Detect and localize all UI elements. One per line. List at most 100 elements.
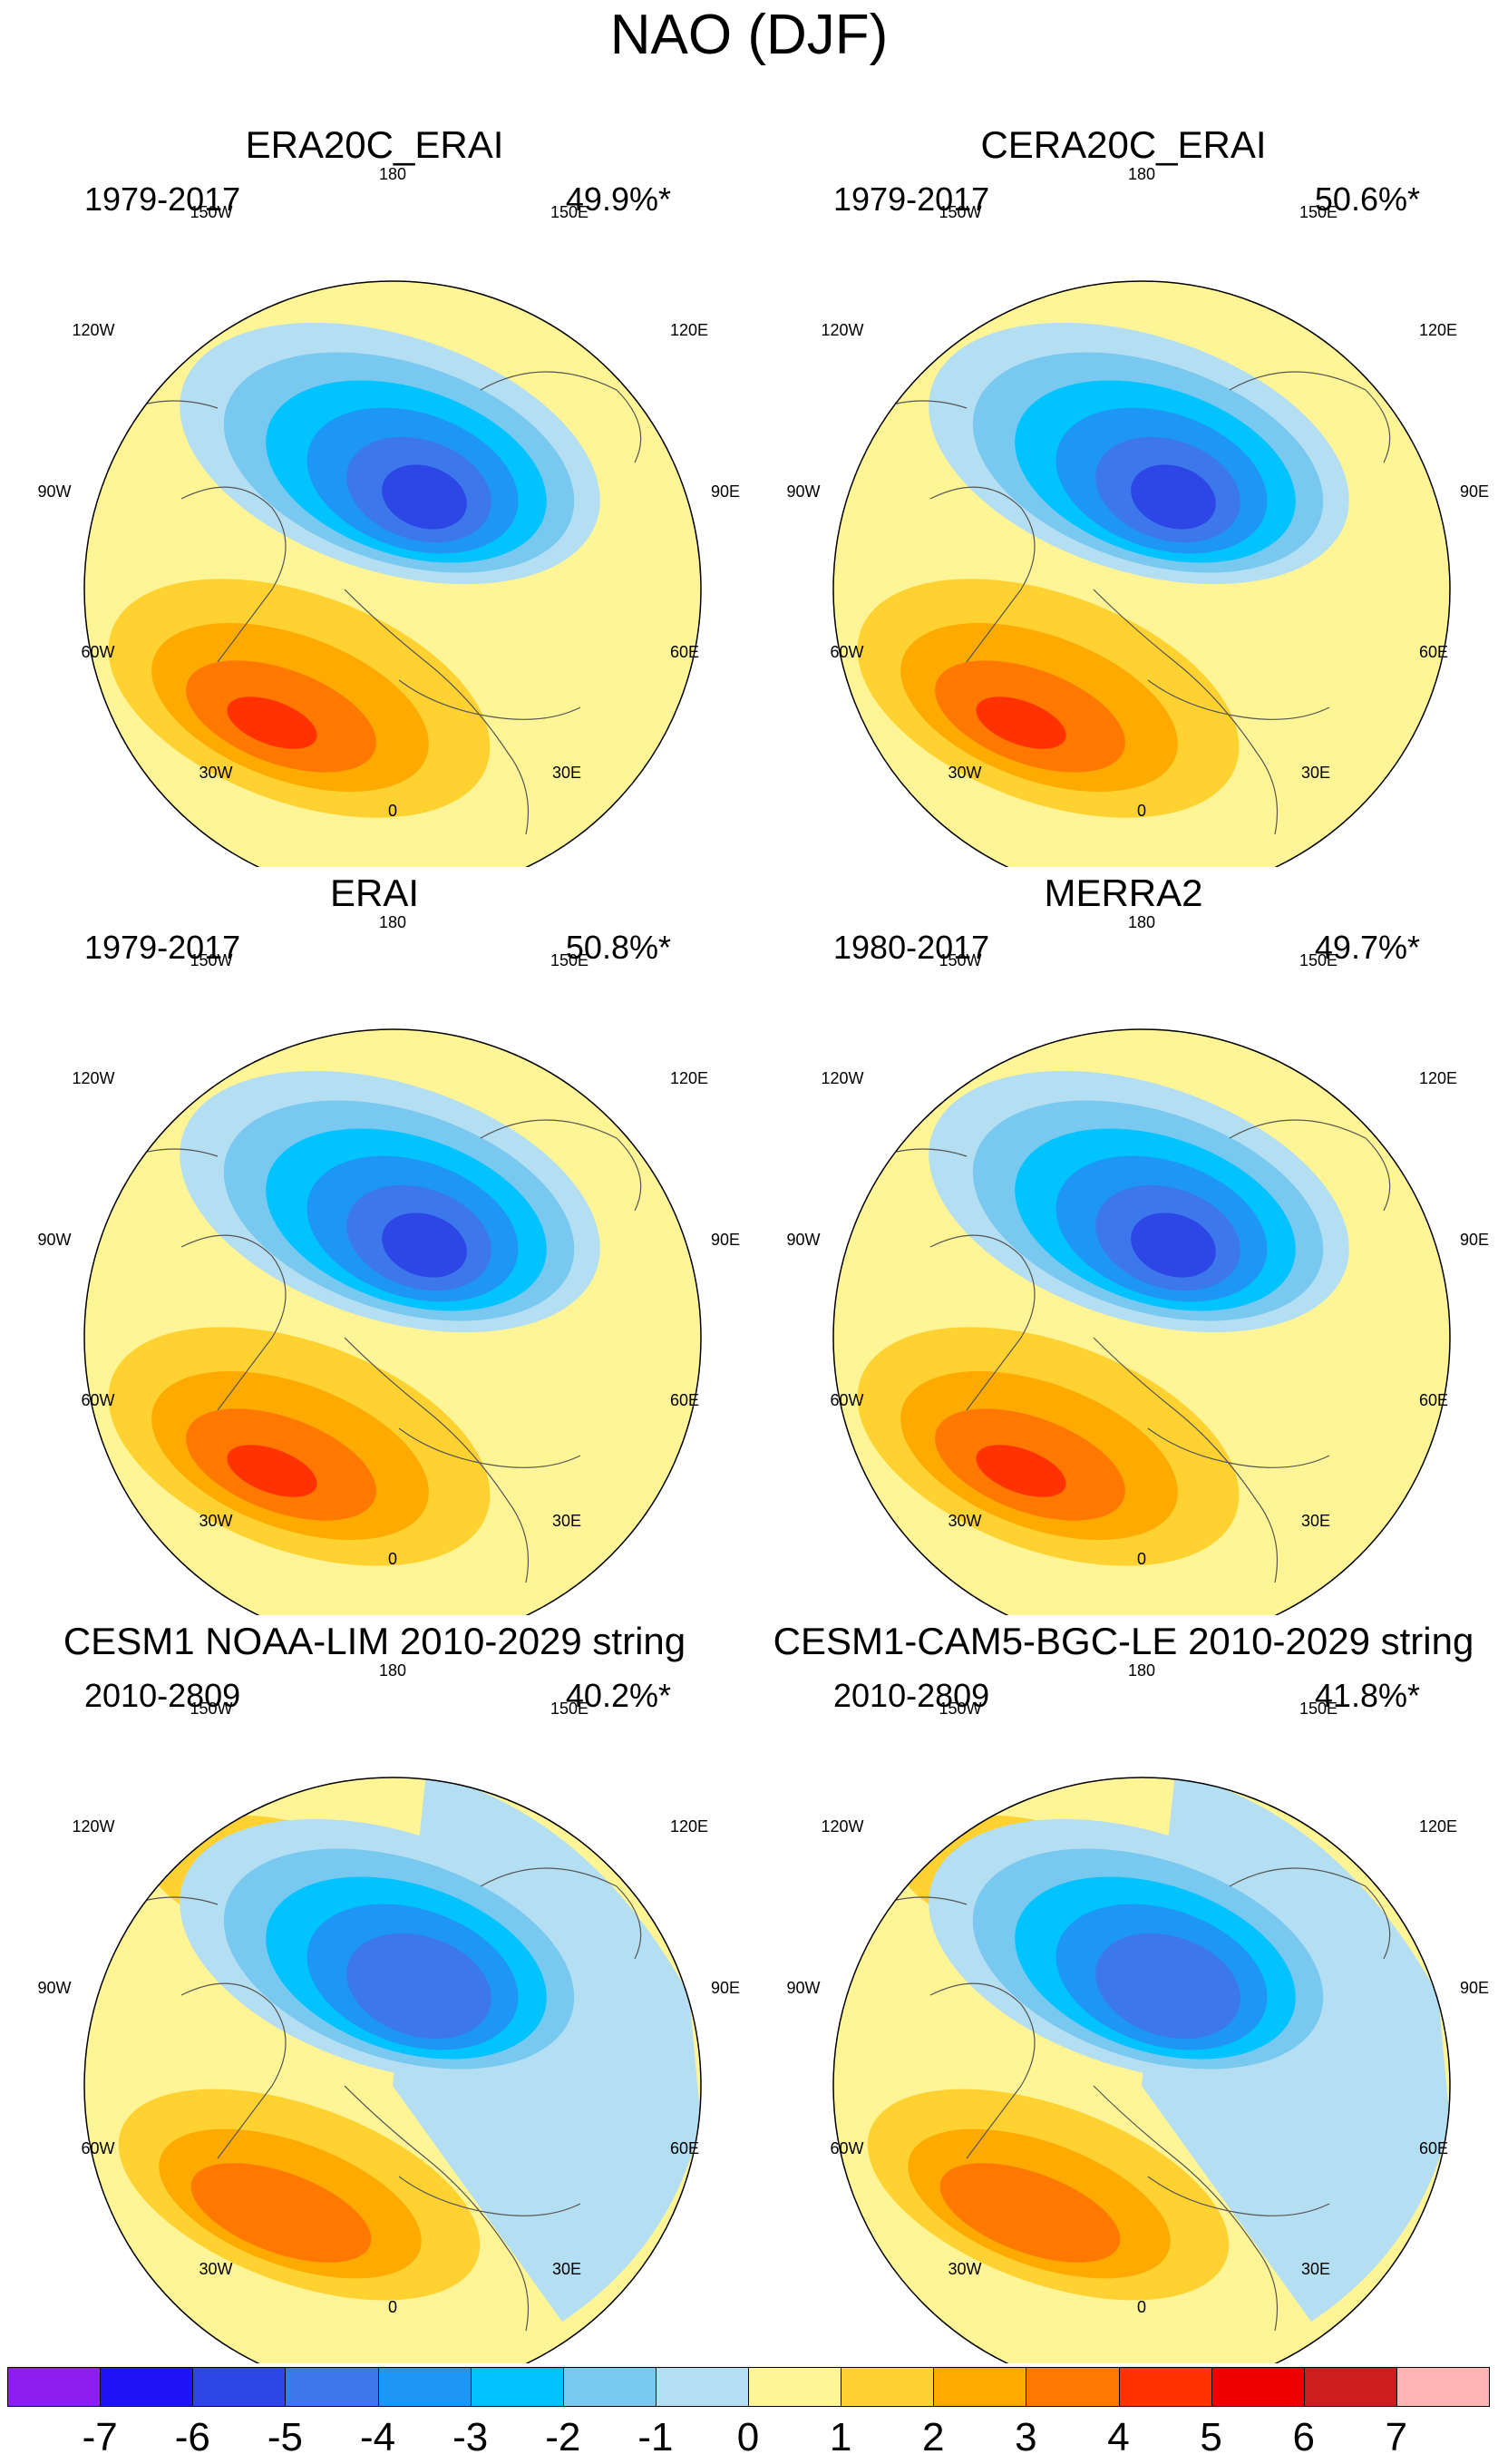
- longitude-label: 180: [379, 1661, 406, 1680]
- coastline: [398, 679, 581, 720]
- longitude-label: 90W: [37, 482, 71, 501]
- colorbar-tick-label: -5: [267, 2415, 303, 2459]
- colorbar-swatch: [655, 2367, 749, 2407]
- panel-years: 2010-2809: [833, 1677, 990, 1714]
- coastline: [180, 1982, 287, 2159]
- panel-explained-variance: 50.6%*: [1314, 180, 1420, 218]
- longitude-label: 150W: [190, 951, 232, 969]
- colorbar-tick-label: -3: [452, 2415, 489, 2459]
- longitude-label: 30E: [1301, 1512, 1330, 1530]
- positive-anomaly-contour: [939, 2163, 1121, 2263]
- longitude-label: 150E: [1299, 203, 1338, 221]
- longitude-label: 150W: [939, 203, 981, 221]
- colorbar-tick-label: -6: [174, 2415, 210, 2459]
- colorbar-swatch: [7, 2367, 102, 2407]
- positive-anomaly-contour: [227, 1445, 317, 1497]
- coastline: [344, 2085, 530, 2332]
- longitude-label: 150W: [939, 1699, 981, 1718]
- panel-explained-variance: 40.2%*: [565, 1677, 671, 1714]
- colorbar-tick-label: -7: [82, 2415, 118, 2459]
- map-panel: 180 150E 120E 90E 60E 30E 0 30W 60W 90W 120W 150W CE…: [749, 118, 1498, 867]
- longitude-label: 120E: [670, 1817, 708, 1836]
- longitude-label: 90W: [786, 1231, 820, 1249]
- colorbar-swatch: [933, 2367, 1027, 2407]
- coastline: [1229, 1119, 1391, 1212]
- longitude-label: 90W: [37, 1231, 71, 1249]
- longitude-label: 90W: [37, 1979, 71, 1997]
- coastline: [929, 1982, 1036, 2159]
- colorbar-tick-label: 7: [1385, 2415, 1408, 2459]
- negative-anomaly-contour: [382, 1213, 467, 1278]
- longitude-label: 30W: [199, 764, 232, 782]
- panel-years: 1979-2017: [84, 180, 241, 218]
- longitude-label: 60W: [830, 1391, 863, 1409]
- longitude-label: 120W: [72, 1817, 114, 1836]
- longitude-label: 90E: [711, 1979, 740, 1997]
- longitude-label: 0: [388, 802, 397, 820]
- map-panel: 180 150E 120E 90E 60E 30E 0 30W 60W 90W 120W 150W CE…: [0, 1614, 749, 2363]
- longitude-label: 120E: [670, 321, 708, 339]
- panel-years: 1979-2017: [84, 929, 241, 966]
- panel-title: CESM1-CAM5-BGC-LE 2010-2029 string: [773, 1620, 1474, 1662]
- longitude-label: 90E: [1460, 1979, 1489, 1997]
- colorbar-swatch: [192, 2367, 287, 2407]
- longitude-label: 180: [379, 165, 406, 183]
- negative-anomaly-contour: [346, 1933, 491, 2040]
- longitude-label: 180: [1128, 913, 1155, 931]
- figure-title: NAO (DJF): [609, 4, 889, 66]
- coastline: [398, 2176, 581, 2216]
- longitude-label: 30W: [948, 764, 981, 782]
- coastline: [1147, 1427, 1330, 1468]
- longitude-label: 120E: [1419, 1817, 1457, 1836]
- longitude-label: 0: [1137, 1550, 1146, 1568]
- colorbar-tick-label: 5: [1200, 2415, 1222, 2459]
- colorbar-swatch: [1396, 2367, 1490, 2407]
- longitude-label: 120E: [670, 1069, 708, 1087]
- longitude-label: 30W: [199, 1512, 232, 1530]
- panel-explained-variance: 41.8%*: [1314, 1677, 1420, 1714]
- panel-title: ERA20C_ERAI: [245, 123, 504, 166]
- coastline: [344, 1337, 530, 1583]
- longitude-label: 0: [1137, 802, 1146, 820]
- longitude-label: 60E: [1419, 1391, 1448, 1409]
- colorbar: [7, 2367, 1490, 2407]
- map-panel: 180 150E 120E 90E 60E 30E 0 30W 60W 90W 120W 150W ER…: [0, 118, 749, 867]
- longitude-label: 150E: [550, 203, 588, 221]
- longitude-label: 60W: [830, 643, 863, 661]
- positive-anomaly-contour: [976, 1445, 1066, 1497]
- map-panel: 180 150E 120E 90E 60E 30E 0 30W 60W 90W 120W 150W ER…: [0, 866, 749, 1615]
- colorbar-tick-label: 2: [922, 2415, 945, 2459]
- negative-anomaly-contour: [382, 464, 467, 530]
- colorbar-swatch: [1118, 2367, 1212, 2407]
- negative-anomaly-contour: [1131, 1213, 1216, 1278]
- colorbar-swatch: [470, 2367, 564, 2407]
- positive-anomaly-contour: [976, 696, 1066, 749]
- panel-title: MERRA2: [1044, 872, 1203, 914]
- longitude-label: 30E: [1301, 764, 1330, 782]
- colorbar-tick-label: 0: [736, 2415, 760, 2459]
- longitude-label: 90E: [711, 482, 740, 501]
- coastline: [1093, 589, 1278, 835]
- longitude-label: 0: [388, 2298, 397, 2316]
- longitude-label: 0: [388, 1550, 397, 1568]
- longitude-label: 60E: [670, 1391, 699, 1409]
- longitude-label: 60W: [81, 1391, 114, 1409]
- colorbar-tick-label: -4: [359, 2415, 396, 2459]
- coastline: [1147, 2176, 1330, 2216]
- longitude-label: 30W: [948, 1512, 981, 1530]
- longitude-label: 30W: [199, 2260, 232, 2278]
- longitude-label: 150W: [190, 1699, 232, 1718]
- polar-map: 180 150E 120E 90E 60E 30E 0 30W 60W 90W 120W 150W: [786, 1661, 1489, 2363]
- colorbar-swatch: [562, 2367, 657, 2407]
- longitude-label: 180: [379, 913, 406, 931]
- map-panel: 180 150E 120E 90E 60E 30E 0 30W 60W 90W 120W 150W ME…: [749, 866, 1498, 1615]
- longitude-label: 30E: [552, 2260, 581, 2278]
- longitude-label: 150W: [190, 203, 232, 221]
- colorbar-tick-label: -2: [545, 2415, 581, 2459]
- colorbar-tick-label: 6: [1292, 2415, 1315, 2459]
- longitude-label: 90W: [786, 482, 820, 501]
- coastline: [344, 589, 530, 835]
- map-panel: 180 150E 120E 90E 60E 30E 0 30W 60W 90W 120W 150W CE…: [749, 1614, 1498, 2363]
- coastline: [480, 1867, 642, 1960]
- colorbar-swatch: [1211, 2367, 1305, 2407]
